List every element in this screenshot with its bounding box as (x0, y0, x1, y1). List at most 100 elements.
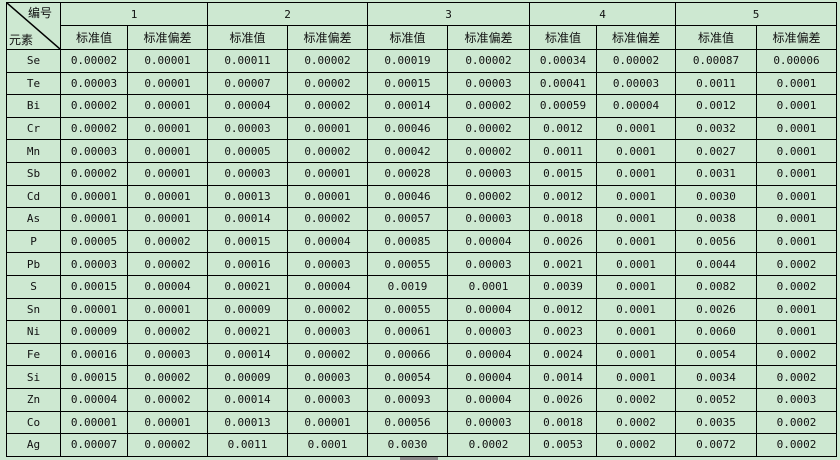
element-cell: Sb (6, 161, 61, 186)
subheader-value: 标准值 (675, 25, 757, 50)
deviation-cell: 0.00002 (127, 433, 208, 457)
deviation-cell: 0.00001 (287, 116, 368, 141)
deviation-cell: 0.0003 (756, 387, 837, 412)
deviation-cell: 0.00002 (127, 252, 208, 276)
deviation-cell: 0.0002 (756, 252, 837, 276)
value-cell: 0.00013 (207, 184, 288, 209)
value-cell: 0.00005 (207, 139, 288, 163)
value-cell: 0.0026 (529, 387, 597, 412)
deviation-cell: 0.0002 (756, 433, 837, 457)
value-cell: 0.0024 (529, 342, 597, 367)
value-cell: 0.0021 (529, 252, 597, 276)
table-row: Co 0.00001 0.00001 0.00013 0.00001 0.00056 0.0… (6, 410, 837, 435)
deviation-cell: 0.00003 (447, 71, 530, 96)
table-row: Se 0.00002 0.00001 0.00011 0.00002 0.00019 0.0… (6, 49, 837, 73)
value-cell: 0.0011 (207, 433, 288, 457)
deviation-cell: 0.0001 (756, 94, 837, 118)
horizontal-scrollbar[interactable] (400, 457, 438, 460)
table-row: Te 0.00003 0.00001 0.00007 0.00002 0.00015 0.0… (6, 71, 837, 96)
deviation-cell: 0.00001 (127, 184, 208, 209)
value-cell: 0.00028 (367, 161, 448, 186)
deviation-cell: 0.0001 (596, 274, 676, 299)
table-row: Cd 0.00001 0.00001 0.00013 0.00001 0.00046 0.0… (6, 184, 837, 209)
deviation-cell: 0.00003 (287, 387, 368, 412)
deviation-cell: 0.00002 (287, 49, 368, 73)
deviation-cell: 0.00001 (127, 207, 208, 231)
subheader-deviation: 标准偏差 (756, 25, 837, 50)
value-cell: 0.00015 (60, 365, 128, 389)
deviation-cell: 0.00002 (447, 139, 530, 163)
table-row: Fe 0.00016 0.00003 0.00014 0.00002 0.00066 0.0… (6, 342, 837, 367)
value-cell: 0.00004 (60, 387, 128, 412)
deviation-cell: 0.00001 (127, 410, 208, 435)
deviation-cell: 0.00003 (447, 252, 530, 276)
table-row: Si 0.00015 0.00002 0.00009 0.00003 0.00054 0.0… (6, 365, 837, 389)
value-cell: 0.0054 (675, 342, 757, 367)
deviation-cell: 0.0001 (596, 207, 676, 231)
deviation-cell: 0.00002 (287, 139, 368, 163)
element-cell: Co (6, 410, 61, 435)
table-row: Mn 0.00003 0.00001 0.00005 0.00002 0.00042 0.0… (6, 139, 837, 163)
deviation-cell: 0.00002 (447, 49, 530, 73)
element-cell: Cr (6, 116, 61, 141)
value-cell: 0.0032 (675, 116, 757, 141)
value-cell: 0.00007 (60, 433, 128, 457)
deviation-cell: 0.00002 (287, 94, 368, 118)
deviation-cell: 0.0001 (596, 297, 676, 322)
deviation-cell: 0.0002 (596, 387, 676, 412)
deviation-cell: 0.00004 (127, 274, 208, 299)
deviation-cell: 0.00003 (596, 71, 676, 96)
value-cell: 0.00015 (367, 71, 448, 96)
table-row: Ag 0.00007 0.00002 0.0011 0.0001 0.0030 0.0002… (6, 433, 837, 457)
value-cell: 0.0011 (529, 139, 597, 163)
deviation-cell: 0.00003 (287, 365, 368, 389)
value-cell: 0.00066 (367, 342, 448, 367)
value-cell: 0.00085 (367, 229, 448, 254)
value-cell: 0.0027 (675, 139, 757, 163)
deviation-cell: 0.00001 (127, 297, 208, 322)
group-header-4: 4 (529, 2, 676, 26)
value-cell: 0.00019 (367, 49, 448, 73)
table-row: Cr 0.00002 0.00001 0.00003 0.00001 0.00046 0.0… (6, 116, 837, 141)
deviation-cell: 0.00003 (127, 342, 208, 367)
value-cell: 0.00054 (367, 365, 448, 389)
deviation-cell: 0.0001 (596, 139, 676, 163)
value-cell: 0.00013 (207, 410, 288, 435)
value-cell: 0.00057 (367, 207, 448, 231)
value-cell: 0.00015 (207, 229, 288, 254)
deviation-cell: 0.0001 (596, 342, 676, 367)
value-cell: 0.00007 (207, 71, 288, 96)
value-cell: 0.00061 (367, 320, 448, 344)
element-cell: Cd (6, 184, 61, 209)
value-cell: 0.00002 (60, 161, 128, 186)
value-cell: 0.0012 (529, 297, 597, 322)
value-cell: 0.0031 (675, 161, 757, 186)
value-cell: 0.00034 (529, 49, 597, 73)
value-cell: 0.00087 (675, 49, 757, 73)
value-cell: 0.00009 (207, 297, 288, 322)
deviation-cell: 0.00003 (447, 410, 530, 435)
value-cell: 0.00014 (207, 207, 288, 231)
value-cell: 0.00001 (60, 410, 128, 435)
value-cell: 0.00016 (207, 252, 288, 276)
value-cell: 0.00055 (367, 252, 448, 276)
value-cell: 0.0035 (675, 410, 757, 435)
value-cell: 0.00001 (60, 184, 128, 209)
deviation-cell: 0.00001 (127, 116, 208, 141)
value-cell: 0.00046 (367, 116, 448, 141)
value-cell: 0.0038 (675, 207, 757, 231)
value-cell: 0.0026 (529, 229, 597, 254)
deviation-cell: 0.00004 (447, 229, 530, 254)
deviation-cell: 0.00004 (287, 274, 368, 299)
value-cell: 0.00004 (207, 94, 288, 118)
table-row: As 0.00001 0.00001 0.00014 0.00002 0.00057 0.0… (6, 207, 837, 231)
deviation-cell: 0.0001 (756, 320, 837, 344)
value-cell: 0.00015 (60, 274, 128, 299)
deviation-cell: 0.0001 (756, 71, 837, 96)
deviation-cell: 0.00002 (287, 207, 368, 231)
value-cell: 0.00014 (367, 94, 448, 118)
deviation-cell: 0.00001 (287, 161, 368, 186)
value-cell: 0.00005 (60, 229, 128, 254)
deviation-cell: 0.0001 (756, 116, 837, 141)
value-cell: 0.00046 (367, 184, 448, 209)
